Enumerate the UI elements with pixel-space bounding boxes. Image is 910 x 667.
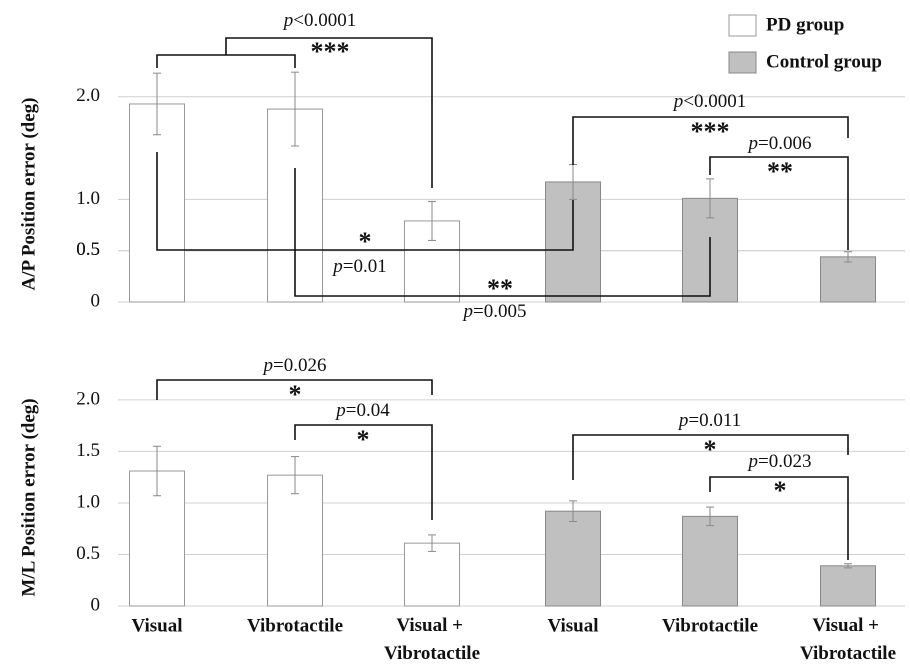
- significance-stars: ***: [311, 37, 350, 66]
- significance-stars: *: [357, 425, 370, 454]
- significance-stars: *: [774, 476, 787, 505]
- x-tick-label: Vibrotactile: [662, 615, 758, 636]
- y-tick-label: 0: [91, 290, 101, 311]
- y-tick-label: 0: [91, 594, 101, 615]
- significance-bracket: [572, 434, 849, 480]
- y-tick-label: 1.0: [76, 491, 100, 512]
- error-bar: [153, 445, 161, 497]
- significance-bracket: [294, 168, 711, 297]
- legend-label: Control group: [766, 51, 882, 72]
- significance-stars: *: [289, 380, 302, 409]
- x-tick-label: Visual: [131, 615, 182, 636]
- error-bar: [428, 200, 436, 241]
- significance-bracket: [156, 152, 574, 251]
- y-tick-label: 2.0: [76, 388, 100, 409]
- p-value-label: p=0.005: [462, 301, 527, 322]
- significance-stars: **: [767, 157, 793, 186]
- significance-bracket: [709, 156, 849, 250]
- y-tick-label: 1.5: [76, 440, 100, 461]
- y-tick-label: 0.5: [76, 543, 100, 564]
- significance-bracket: [709, 476, 849, 560]
- p-value-label: p<0.0001: [282, 10, 356, 31]
- y-tick-label: 1.0: [76, 188, 100, 209]
- significance-bracket: [156, 54, 296, 68]
- error-bar: [844, 563, 852, 569]
- y-axis-label: M/L Position error (deg): [18, 398, 39, 596]
- x-tick-label: Visual + Vibrotactile: [800, 615, 896, 664]
- bar: [682, 515, 738, 607]
- x-tick-label: Visual: [547, 615, 598, 636]
- legend-label: PD group: [766, 14, 844, 35]
- error-bar: [428, 534, 436, 552]
- significance-bracket: [294, 424, 433, 520]
- bar: [267, 474, 323, 607]
- p-value-label: p=0.04: [334, 400, 390, 421]
- error-bar: [706, 506, 714, 527]
- y-tick-label: 0.5: [76, 239, 100, 260]
- legend-swatch: [728, 51, 757, 74]
- significance-stars: *: [359, 227, 372, 256]
- p-value-label: p<0.0001: [672, 91, 746, 112]
- error-bar: [291, 71, 299, 147]
- bar: [545, 510, 601, 607]
- error-bar: [706, 178, 714, 219]
- p-value-label: p=0.026: [262, 355, 327, 376]
- p-value-label: p=0.006: [747, 133, 812, 154]
- legend-swatch: [728, 14, 757, 37]
- error-bar: [153, 72, 161, 136]
- error-bar: [569, 500, 577, 523]
- y-tick-label: 2.0: [76, 85, 100, 106]
- significance-stars: ***: [691, 117, 730, 146]
- significance-bracket: [156, 379, 433, 400]
- x-tick-label: Visual + Vibrotactile: [384, 615, 480, 664]
- significance-bracket: [225, 37, 433, 188]
- bar: [820, 565, 876, 607]
- bar: [820, 256, 876, 303]
- significance-bracket: [572, 116, 849, 165]
- bar: [404, 542, 460, 607]
- y-tick-label: 0.5: [76, 239, 100, 260]
- significance-stars: *: [704, 435, 717, 464]
- x-tick-label: Vibrotactile: [247, 615, 343, 636]
- y-axis-label: A/P Position error (deg): [18, 98, 39, 291]
- p-value-label: p=0.023: [747, 451, 812, 472]
- p-value-label: p=0.011: [677, 410, 741, 431]
- error-bar: [291, 456, 299, 495]
- p-value-label: p=0.01: [331, 256, 386, 277]
- significance-stars: **: [487, 274, 513, 303]
- error-bar: [844, 251, 852, 263]
